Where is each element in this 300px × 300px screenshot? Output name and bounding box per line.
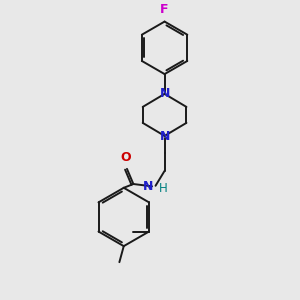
- Text: N: N: [159, 130, 170, 143]
- Text: F: F: [160, 3, 169, 16]
- Text: O: O: [120, 151, 131, 164]
- Text: N: N: [159, 87, 170, 100]
- Text: H: H: [159, 182, 168, 195]
- Text: N: N: [142, 180, 153, 193]
